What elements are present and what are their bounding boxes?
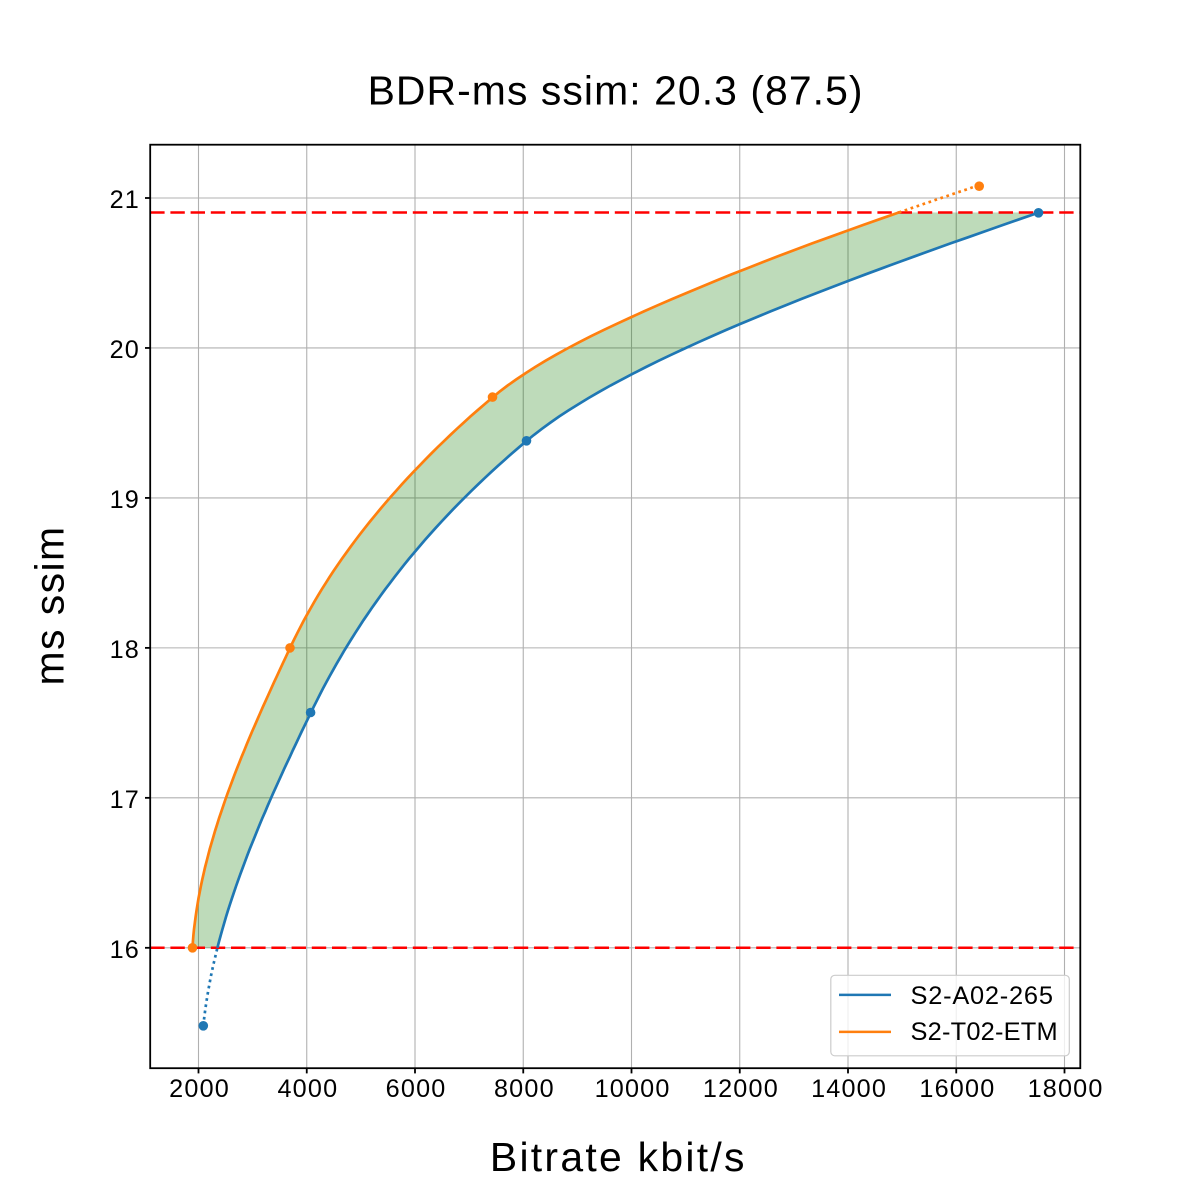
svg-text:18: 18 <box>110 636 140 664</box>
svg-text:17: 17 <box>110 786 140 814</box>
svg-text:Bitrate kbit/s: Bitrate kbit/s <box>490 1134 747 1180</box>
svg-text:S2-A02-265: S2-A02-265 <box>911 982 1054 1010</box>
svg-text:BDR-ms ssim: 20.3 (87.5): BDR-ms ssim: 20.3 (87.5) <box>368 68 864 114</box>
svg-text:6000: 6000 <box>386 1075 447 1103</box>
svg-text:ms ssim: ms ssim <box>27 525 73 685</box>
svg-text:S2-T02-ETM: S2-T02-ETM <box>911 1018 1058 1046</box>
svg-text:16: 16 <box>110 936 140 964</box>
svg-text:2000: 2000 <box>169 1075 230 1103</box>
svg-text:21: 21 <box>110 186 140 214</box>
svg-text:12000: 12000 <box>703 1075 779 1103</box>
svg-text:18000: 18000 <box>1028 1075 1104 1103</box>
svg-text:10000: 10000 <box>595 1075 671 1103</box>
svg-text:20: 20 <box>110 336 140 364</box>
svg-text:8000: 8000 <box>494 1075 555 1103</box>
svg-text:4000: 4000 <box>277 1075 338 1103</box>
svg-text:19: 19 <box>110 486 140 514</box>
svg-text:16000: 16000 <box>919 1075 995 1103</box>
svg-text:14000: 14000 <box>811 1075 887 1103</box>
